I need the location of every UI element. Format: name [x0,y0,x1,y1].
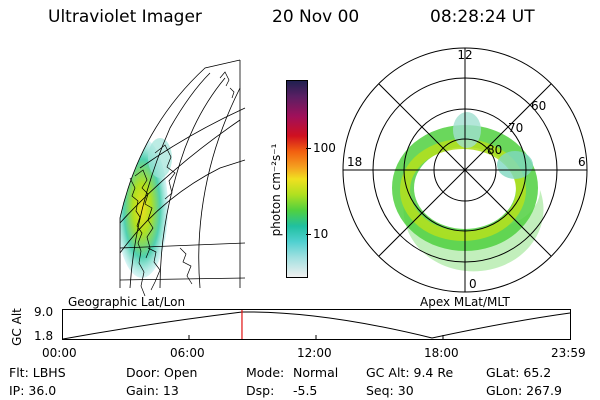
orbit-altitude-plot [62,309,571,340]
orbit-xtick-1200: 12:00 [297,346,332,360]
mlat-label-80: 80 [487,143,502,157]
geo-graticule [119,59,246,289]
orbit-ytick-1.8: 1.8 [34,329,54,343]
mlat-label-60: 60 [531,99,546,113]
geographic-map [119,59,246,297]
image-date: 20 Nov 00 [272,7,360,27]
orbit-xtick-0600: 06:00 [170,346,205,360]
mlt-label-6: 6 [578,155,586,169]
geo-coastlines [129,71,235,297]
colorbar-label-10: 10 [313,227,329,241]
color-scale-bar [286,80,308,278]
status-filter: Flt: LBHS [9,365,66,380]
mlt-label-0: 0 [469,277,477,291]
colorbar-unit-label: photon cm⁻²s⁻¹ [269,143,283,237]
status-mode-label: Mode: [246,365,285,380]
status-seq: Seq: 30 [366,383,414,398]
mlt-label-18: 18 [347,155,362,169]
polar-plot-title: Apex MLat/MLT [420,295,510,309]
status-glon: GLon: 267.9 [486,383,562,398]
polar-plot: 12 18 6 0 60 70 80 [342,47,588,293]
status-gc-alt: GC Alt: 9.4 Re [366,365,454,380]
colorbar-tick-10 [306,234,311,235]
colorbar-label-100: 100 [313,141,336,155]
status-ip: IP: 36.0 [9,383,57,398]
orbit-altitude-curve [62,311,571,340]
orbit-xtick-2359: 23:59 [551,346,586,360]
status-dsp-value: -5.5 [293,383,318,398]
orbit-xtick-0000: 00:00 [42,346,77,360]
orbit-axis-label: GC Alt [10,308,24,346]
status-mode-value: Normal [293,365,339,380]
image-time: 08:28:24 UT [430,7,535,27]
mlt-label-12: 12 [457,48,472,62]
mlat-label-70: 70 [508,121,523,135]
orbit-xtick-1800: 18:00 [424,346,459,360]
status-gain: Gain: 13 [126,383,179,398]
status-door: Door: Open [126,365,198,380]
status-dsp-label: Dsp: [246,383,275,398]
geo-plot-title: Geographic Lat/Lon [68,295,186,309]
status-glat: GLat: 65.2 [486,365,552,380]
colorbar-tick-100 [306,148,311,149]
orbit-ytick-9: 9.0 [34,305,54,319]
instrument-title: Ultraviolet Imager [48,7,202,27]
polar-rings [342,47,588,293]
